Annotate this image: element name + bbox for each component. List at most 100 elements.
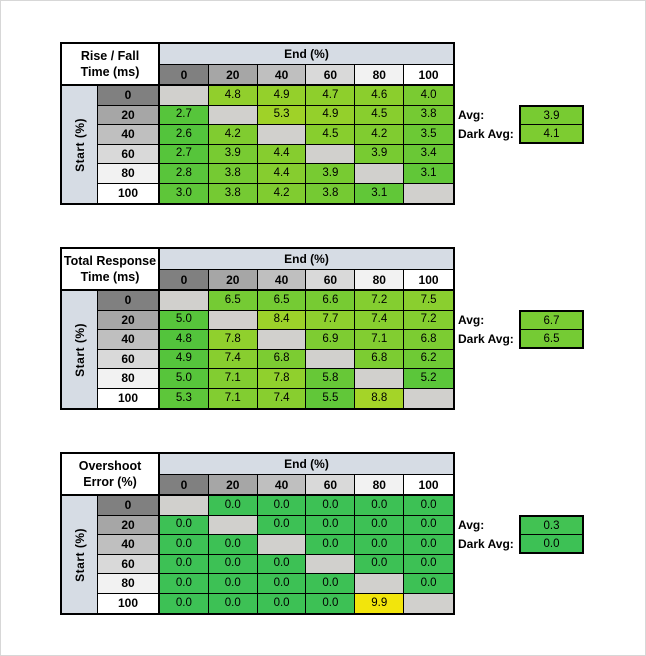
col-header: 80	[355, 270, 405, 291]
row-header: 20	[98, 105, 160, 125]
col-header: 0	[160, 475, 209, 496]
col-header: 0	[160, 65, 209, 86]
data-cell: 2.7	[160, 144, 209, 164]
start-group-header: Start (%)	[62, 496, 98, 613]
data-cell: 0.0	[257, 496, 307, 516]
data-cell: 6.8	[257, 349, 307, 369]
blank-cell	[306, 554, 356, 574]
row-header: 0	[98, 291, 160, 311]
data-cell: 3.4	[404, 144, 453, 164]
data-cell: 4.4	[257, 164, 307, 184]
start-group-label: Start (%)	[72, 527, 87, 582]
corner-title-line: Time (ms)	[80, 269, 140, 284]
row-header: 40	[98, 125, 160, 145]
data-cell: 0.0	[404, 535, 453, 555]
table-corner-title: Total Response Time (ms)	[62, 249, 160, 291]
col-header: 100	[404, 270, 453, 291]
table-corner-title: Overshoot Error (%)	[62, 454, 160, 496]
data-cell: 3.9	[355, 144, 405, 164]
data-cell: 0.0	[160, 593, 209, 613]
average-block: Avg: Dark Avg: 3.9 4.1	[458, 105, 584, 144]
col-header: 20	[208, 270, 258, 291]
data-cell: 0.0	[355, 554, 405, 574]
avg-value: 3.9	[521, 107, 582, 125]
data-cell: 4.0	[404, 86, 453, 106]
col-header: 80	[355, 475, 405, 496]
average-labels: Avg: Dark Avg:	[458, 310, 519, 349]
data-cell: 6.8	[355, 349, 405, 369]
data-cell: 0.0	[160, 535, 209, 555]
data-cell: 0.0	[404, 515, 453, 535]
data-cell: 8.4	[257, 310, 307, 330]
start-group-label: Start (%)	[72, 322, 87, 377]
data-cell: 5.5	[306, 388, 356, 408]
data-cell: 0.0	[160, 554, 209, 574]
data-cell: 0.0	[404, 554, 453, 574]
col-header: 40	[257, 475, 307, 496]
end-group-header: End (%)	[160, 44, 453, 65]
row-header: 80	[98, 574, 160, 594]
data-cell: 7.4	[355, 310, 405, 330]
col-header: 0	[160, 270, 209, 291]
data-cell: 6.5	[257, 291, 307, 311]
data-cell: 0.0	[160, 515, 209, 535]
col-header: 80	[355, 65, 405, 86]
blank-cell	[404, 593, 453, 613]
data-cell: 3.5	[404, 125, 453, 145]
data-cell: 5.0	[160, 369, 209, 389]
dark-avg-value: 4.1	[521, 125, 582, 142]
blank-cell	[208, 310, 258, 330]
average-value-box: 3.9 4.1	[519, 105, 584, 144]
data-cell: 7.8	[208, 330, 258, 350]
data-cell: 7.4	[257, 388, 307, 408]
data-cell: 3.8	[404, 105, 453, 125]
data-cell: 6.5	[208, 291, 258, 311]
response-table: Overshoot Error (%) End (%) 0 20 40 60 80 100 Sta…	[60, 452, 455, 615]
dark-avg-label: Dark Avg:	[458, 127, 514, 142]
data-cell: 3.9	[208, 144, 258, 164]
corner-title-line: Total Response	[63, 254, 157, 268]
data-cell: 7.2	[404, 310, 453, 330]
data-cell: 7.8	[257, 369, 307, 389]
blank-cell	[404, 388, 453, 408]
data-cell: 3.0	[160, 183, 209, 203]
dark-avg-label: Dark Avg:	[458, 537, 514, 552]
data-cell: 5.3	[257, 105, 307, 125]
col-header: 40	[257, 270, 307, 291]
data-cell: 9.9	[355, 593, 405, 613]
row-header: 40	[98, 535, 160, 555]
data-cell: 0.0	[306, 574, 356, 594]
data-cell: 4.2	[257, 183, 307, 203]
data-cell: 2.8	[160, 164, 209, 184]
data-cell: 4.8	[160, 330, 209, 350]
end-group-header: End (%)	[160, 249, 453, 270]
row-header: 20	[98, 310, 160, 330]
data-cell: 2.7	[160, 105, 209, 125]
data-cell: 6.2	[404, 349, 453, 369]
average-block: Avg: Dark Avg: 0.3 0.0	[458, 515, 584, 554]
data-cell: 4.2	[208, 125, 258, 145]
blank-cell	[306, 144, 356, 164]
avg-label: Avg:	[458, 107, 485, 122]
average-value-box: 6.7 6.5	[519, 310, 584, 349]
corner-title-line: Error (%)	[83, 474, 137, 489]
avg-value: 0.3	[521, 517, 582, 535]
blank-cell	[257, 535, 307, 555]
dark-avg-value: 6.5	[521, 330, 582, 347]
blank-cell	[404, 183, 453, 203]
data-cell: 7.1	[208, 369, 258, 389]
data-cell: 3.1	[355, 183, 405, 203]
average-labels: Avg: Dark Avg:	[458, 515, 519, 554]
data-cell: 5.2	[404, 369, 453, 389]
start-group-label: Start (%)	[72, 117, 87, 172]
start-group-header: Start (%)	[62, 291, 98, 408]
data-cell: 6.6	[306, 291, 356, 311]
data-cell: 0.0	[257, 593, 307, 613]
data-cell: 4.8	[208, 86, 258, 106]
blank-cell	[355, 164, 405, 184]
blank-cell	[208, 515, 258, 535]
blank-cell	[257, 125, 307, 145]
col-header: 60	[306, 65, 356, 86]
avg-value: 6.7	[521, 312, 582, 330]
data-cell: 0.0	[160, 574, 209, 594]
